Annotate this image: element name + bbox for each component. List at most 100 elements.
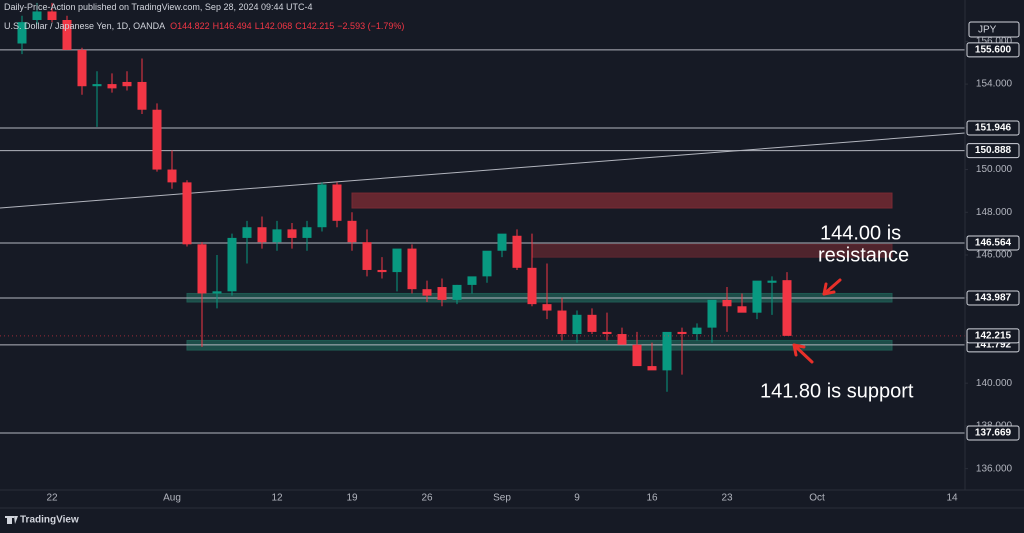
candle-body [707, 299, 717, 328]
x-tick-label: 14 [946, 493, 958, 504]
publisher: Daily-Price-Action published on TradingV… [4, 2, 313, 12]
candle-body [677, 331, 687, 335]
candle-body [632, 344, 642, 367]
candle-body [362, 242, 372, 270]
currency: JPY [978, 25, 997, 36]
x-tick-label: 12 [271, 493, 283, 504]
ohlc-value: O144.822 [170, 21, 210, 31]
price-label: 141.792 [975, 340, 1012, 351]
candle-body [242, 227, 252, 238]
candle-body [92, 84, 102, 87]
x-tick-label: 19 [346, 493, 358, 504]
plot [0, 2, 966, 434]
price-label-box [966, 328, 1020, 344]
candle-body [467, 276, 477, 285]
candle-body [482, 250, 492, 277]
price-label-box [966, 120, 1020, 136]
x-tick-label: 23 [721, 493, 733, 504]
candle-body [197, 244, 207, 294]
candle-body [347, 220, 357, 243]
price-label: 151.946 [975, 123, 1012, 134]
candle-body [302, 227, 312, 238]
candle-body [512, 235, 522, 268]
candle-body [407, 248, 417, 290]
candle-body [227, 237, 237, 292]
candle-body [542, 304, 552, 311]
y-tick-label: 140.000 [976, 378, 1013, 389]
candle-body [437, 287, 447, 300]
price-label-box [966, 143, 1020, 159]
price-label-box [966, 425, 1020, 441]
candle-body [602, 331, 612, 335]
ohlc-value: −2.593 (−1.79%) [337, 21, 405, 31]
candle-body [167, 169, 177, 183]
candle-body [212, 291, 222, 294]
candle-body [782, 280, 792, 336]
candle-body [137, 81, 147, 110]
candle-body [62, 20, 72, 50]
y-tick-label: 154.000 [976, 79, 1013, 90]
candle-body [392, 248, 402, 273]
candle-body [572, 314, 582, 335]
candle-body [332, 184, 342, 221]
price-label: 146.564 [975, 238, 1012, 249]
symbol-line: U.S. Dollar / Japanese Yen, 1D, OANDA O1… [4, 21, 404, 31]
annotation: 141.80 is support [760, 380, 914, 402]
price-label: 137.669 [975, 428, 1012, 439]
candle-body [272, 229, 282, 243]
price-label-box [966, 290, 1020, 306]
candle-body [662, 331, 672, 371]
x-tick-label: 16 [646, 493, 658, 504]
candle-body [317, 184, 327, 228]
candle-body [527, 267, 537, 305]
candle-body [557, 310, 567, 335]
ohlc-value: L142.068 [254, 21, 293, 31]
x-tick-label: 26 [421, 493, 433, 504]
candle-body [287, 229, 297, 238]
zone [351, 192, 893, 209]
candle-body [182, 182, 192, 245]
footer-brand: TradingView [20, 515, 79, 526]
candle-body [47, 11, 57, 20]
candle-body [122, 81, 132, 87]
candle-body [452, 284, 462, 300]
y-tick-label: 146.000 [976, 250, 1013, 261]
y-tick-label: 150.000 [976, 164, 1013, 175]
ohlc: O144.822 H146.494 L142.068 C142.215 −2.593 (… [167, 21, 404, 31]
candle-body [77, 49, 87, 87]
arrow [822, 278, 842, 296]
candle-body [32, 11, 42, 20]
candle-body [257, 227, 267, 243]
price-label-box [966, 235, 1020, 251]
annotation: resistance [818, 244, 909, 266]
price-label: 143.987 [975, 293, 1012, 304]
candle-body [647, 366, 657, 371]
candle-body [722, 299, 732, 307]
x-tick-label: Oct [809, 493, 825, 504]
tv-logo [5, 516, 18, 524]
price-label-box [966, 42, 1020, 58]
candle-body [617, 334, 627, 345]
x-tick-label: Sep [493, 493, 511, 504]
y-tick-label: 148.000 [976, 207, 1013, 218]
price-label: 150.888 [975, 145, 1012, 156]
price-label: 155.600 [975, 45, 1012, 56]
trendline [0, 132, 966, 209]
candle-body [497, 233, 507, 251]
price-label: 142.215 [975, 331, 1012, 342]
ohlc-value: H146.494 [212, 21, 252, 31]
currency-box[interactable] [968, 21, 1020, 38]
symbol: U.S. Dollar / Japanese Yen, 1D, OANDA [4, 21, 165, 31]
candle-body [17, 22, 27, 44]
arrow [792, 343, 814, 364]
candle-body [737, 306, 747, 313]
y-tick-label: 156.000 [976, 36, 1013, 47]
candle-body [767, 280, 777, 283]
x-tick-label: 9 [574, 493, 580, 504]
candle-body [422, 289, 432, 296]
annotation: 144.00 is [820, 222, 901, 244]
x-tick-label: Aug [163, 493, 181, 504]
